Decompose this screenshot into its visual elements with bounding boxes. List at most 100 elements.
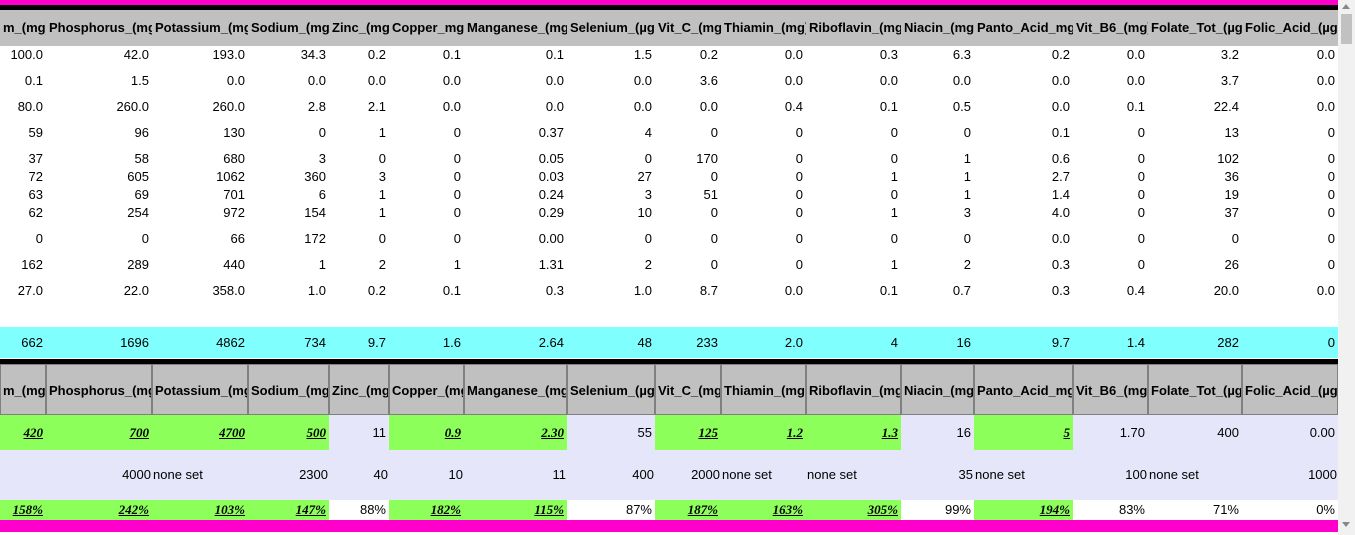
data-cell: 1 xyxy=(378,125,386,140)
data-cell: 0 xyxy=(795,187,803,202)
data-cell: 0 xyxy=(890,231,898,246)
data-cell: 0 xyxy=(453,187,461,202)
data-cell: 58 xyxy=(134,151,149,166)
data-cell: 0 xyxy=(453,231,461,246)
data-cell: 0 xyxy=(795,151,803,166)
limit-cell: 100 xyxy=(1125,467,1147,482)
data-cell: 0 xyxy=(1327,187,1335,202)
data-cell: 3.2 xyxy=(1220,47,1239,62)
column-header: Folic_Acid_(µg) xyxy=(1242,364,1338,415)
target-cell: 2.30 xyxy=(464,415,567,450)
data-cell: 72 xyxy=(28,169,43,184)
data-cell: 42.0 xyxy=(123,47,149,62)
percent-cell: 83% xyxy=(1073,500,1148,520)
column-header: m_(mg) xyxy=(0,364,46,415)
data-cell: 0 xyxy=(710,169,718,184)
limit-cell: 35 xyxy=(958,467,973,482)
data-cell: 0.0 xyxy=(879,73,898,88)
total-cell: 662 xyxy=(21,335,43,350)
data-cell: 37 xyxy=(1224,205,1239,220)
total-cell: 1696 xyxy=(120,335,149,350)
total-cell: 4862 xyxy=(216,335,245,350)
data-cell: 6.3 xyxy=(952,47,971,62)
data-cell: 1.0 xyxy=(633,283,652,298)
data-cell: 1 xyxy=(963,169,971,184)
data-cell: 0 xyxy=(710,205,718,220)
column-header: Niacin_(mg) xyxy=(904,20,974,35)
target-cell: 5 xyxy=(974,415,1073,450)
column-header: Vit_B6_(mg) xyxy=(1073,364,1148,415)
data-cell: 0 xyxy=(890,187,898,202)
data-cell: 0 xyxy=(1137,257,1145,272)
data-cell: 0.0 xyxy=(545,99,564,114)
data-cell: 0 xyxy=(644,231,652,246)
limit-cell: 11 xyxy=(552,467,567,482)
data-cell: 96 xyxy=(134,125,149,140)
data-cell: 172 xyxy=(304,231,326,246)
data-cell: 0 xyxy=(1327,151,1335,166)
column-header: Vit_C_(mg) xyxy=(658,20,721,35)
data-cell: 0 xyxy=(1327,231,1335,246)
data-cell: 0.0 xyxy=(226,73,245,88)
divider xyxy=(0,359,1338,364)
data-cell: 0 xyxy=(1231,231,1239,246)
data-cell: 0.0 xyxy=(952,73,971,88)
data-cell: 37 xyxy=(28,151,43,166)
data-cell: 27 xyxy=(637,169,652,184)
scroll-thumb[interactable] xyxy=(1341,14,1352,44)
data-cell: 0 xyxy=(141,231,149,246)
column-header: Manganese_(mg) xyxy=(464,364,567,415)
data-cell: 27.0 xyxy=(17,283,43,298)
percent-cell: 163% xyxy=(721,500,806,520)
data-cell: 1 xyxy=(890,169,898,184)
total-cell: 9.7 xyxy=(367,335,386,350)
column-header: Zinc_(mg) xyxy=(332,20,389,35)
percent-cell: 88% xyxy=(329,500,389,520)
bottom-stripe xyxy=(0,520,1338,532)
scrollbar[interactable] xyxy=(1338,0,1355,535)
data-cell: 260.0 xyxy=(212,99,245,114)
data-cell: 0.1 xyxy=(545,47,564,62)
data-cell: 3 xyxy=(963,205,971,220)
limit-cell: 4000 xyxy=(122,467,151,482)
column-header: Zinc_(mg) xyxy=(329,364,389,415)
header-row xyxy=(0,364,1338,415)
target-cell: 1.2 xyxy=(721,415,806,450)
data-cell: 8.7 xyxy=(699,283,718,298)
data-cell: 0 xyxy=(453,205,461,220)
data-cell: 22.4 xyxy=(1213,99,1239,114)
limit-cell: none set xyxy=(975,467,1025,482)
data-cell: 62 xyxy=(28,205,43,220)
column-header: Niacin_(mg) xyxy=(901,364,974,415)
data-cell: 0.0 xyxy=(307,73,326,88)
data-cell: 0 xyxy=(795,125,803,140)
top-stripe xyxy=(0,0,1338,5)
data-cell: 0 xyxy=(1137,231,1145,246)
scroll-down[interactable] xyxy=(1342,522,1350,527)
limit-cell: none set xyxy=(722,467,772,482)
data-cell: 0.7 xyxy=(952,283,971,298)
total-cell: 1.6 xyxy=(442,335,461,350)
limit-cell: 400 xyxy=(632,467,654,482)
column-header: Phosphorus_(mg) xyxy=(46,364,152,415)
data-cell: 2.1 xyxy=(367,99,386,114)
data-cell: 4 xyxy=(644,125,652,140)
data-cell: 22.0 xyxy=(123,283,149,298)
data-cell: 605 xyxy=(127,169,149,184)
data-cell: 6 xyxy=(318,187,326,202)
data-cell: 63 xyxy=(28,187,43,202)
data-cell: 0.2 xyxy=(367,283,386,298)
scroll-up[interactable] xyxy=(1342,4,1350,9)
data-cell: 0 xyxy=(890,125,898,140)
data-cell: 170 xyxy=(696,151,718,166)
data-cell: 0.0 xyxy=(442,99,461,114)
data-cell: 162 xyxy=(21,257,43,272)
data-cell: 0 xyxy=(963,125,971,140)
data-cell: 0.0 xyxy=(545,73,564,88)
data-cell: 3 xyxy=(644,187,652,202)
data-cell: 2 xyxy=(644,257,652,272)
column-header: Folate_Tot_(µg) xyxy=(1148,364,1242,415)
data-cell: 0 xyxy=(644,151,652,166)
